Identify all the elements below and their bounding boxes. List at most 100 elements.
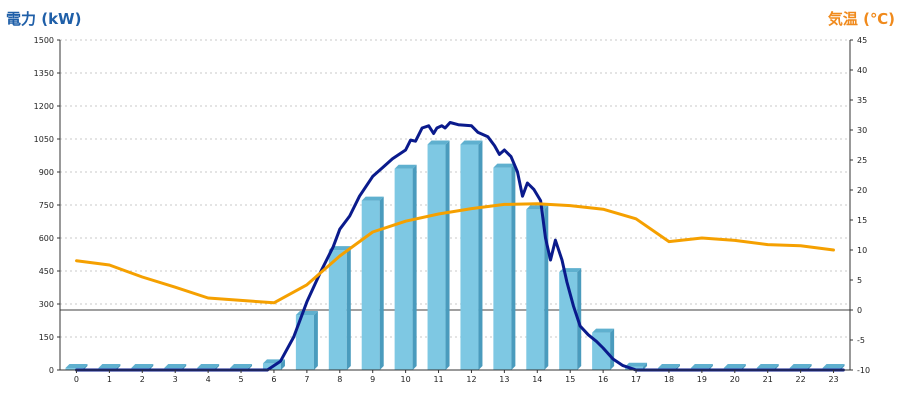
power-bar — [361, 196, 384, 370]
bar-top — [131, 364, 154, 368]
x-tick-label: 10 — [401, 375, 411, 384]
right-tick-label: -5 — [857, 336, 865, 345]
left-tick-label: 600 — [39, 234, 54, 243]
right-tick-label: -10 — [857, 366, 870, 375]
axes: 01503004506007509001050120013501500-10-5… — [34, 36, 870, 384]
left-tick-label: 0 — [49, 366, 54, 375]
x-tick-label: 22 — [796, 375, 806, 384]
bar-front — [493, 167, 512, 370]
power-bar — [493, 163, 516, 370]
bar-top — [65, 364, 88, 368]
bar-front — [526, 209, 545, 370]
left-tick-label: 450 — [39, 267, 54, 276]
power-bar — [427, 140, 450, 370]
x-tick-label: 18 — [664, 375, 674, 384]
right-tick-label: 45 — [857, 36, 867, 45]
bar-top — [493, 163, 516, 168]
right-tick-label: 10 — [857, 246, 867, 255]
bar-top — [460, 140, 483, 145]
x-tick-label: 12 — [466, 375, 476, 384]
left-tick-label: 1350 — [34, 69, 54, 78]
bar-side — [643, 362, 648, 370]
x-tick-label: 9 — [370, 375, 375, 384]
bar-front — [460, 144, 479, 370]
bar-side — [511, 163, 516, 370]
series-lines — [75, 121, 845, 372]
x-tick-label: 20 — [730, 375, 740, 384]
bar-side — [346, 246, 351, 370]
bar-front — [295, 315, 314, 370]
bar-side — [445, 140, 450, 370]
x-tick-label: 14 — [532, 375, 542, 384]
x-tick-label: 17 — [631, 375, 641, 384]
bar-front — [65, 368, 84, 370]
x-tick-label: 8 — [337, 375, 342, 384]
right-tick-label: 20 — [857, 186, 867, 195]
x-tick-label: 11 — [433, 375, 443, 384]
bar-side — [610, 328, 615, 370]
bar-front — [361, 200, 380, 370]
x-tick-label: 2 — [140, 375, 145, 384]
right-tick-label: 40 — [857, 66, 867, 75]
bar-side — [379, 196, 384, 370]
bar-front — [394, 168, 413, 370]
bar-side — [412, 164, 417, 370]
bar-front — [559, 272, 578, 370]
x-tick-label: 1 — [107, 375, 112, 384]
left-tick-label: 150 — [39, 333, 54, 342]
right-axis-title: 気温 (℃) — [828, 10, 895, 28]
right-tick-label: 5 — [857, 276, 862, 285]
bar-top — [361, 196, 384, 201]
bar-top — [822, 364, 845, 368]
bar-top — [394, 164, 417, 169]
right-tick-label: 0 — [857, 306, 862, 315]
x-tick-label: 23 — [828, 375, 838, 384]
power-bar — [460, 140, 483, 370]
right-tick-label: 15 — [857, 216, 867, 225]
x-tick-label: 0 — [74, 375, 79, 384]
x-tick-label: 13 — [499, 375, 509, 384]
bar-top — [592, 328, 615, 333]
left-tick-label: 1500 — [34, 36, 54, 45]
x-tick-label: 3 — [173, 375, 178, 384]
left-tick-label: 300 — [39, 300, 54, 309]
bar-top — [690, 364, 713, 368]
bar-top — [164, 364, 187, 368]
bar-top — [98, 364, 121, 368]
power-line — [75, 121, 845, 372]
power-bars — [65, 140, 845, 370]
left-tick-label: 1200 — [34, 102, 54, 111]
bar-top — [427, 140, 450, 145]
bar-front — [328, 250, 347, 370]
x-tick-label: 19 — [697, 375, 707, 384]
x-tick-label: 4 — [206, 375, 211, 384]
left-tick-label: 750 — [39, 201, 54, 210]
right-tick-label: 35 — [857, 96, 867, 105]
power-bar — [328, 246, 351, 370]
right-tick-label: 25 — [857, 156, 867, 165]
bar-top — [197, 364, 220, 368]
grid-lines — [60, 39, 850, 338]
bar-front — [427, 144, 446, 370]
x-tick-label: 7 — [304, 375, 309, 384]
bar-side — [478, 140, 483, 370]
bar-top — [657, 364, 680, 368]
x-tick-label: 5 — [238, 375, 243, 384]
left-axis-title: 電力 (kW) — [6, 10, 81, 28]
temperature-line — [75, 202, 835, 305]
x-tick-label: 6 — [271, 375, 276, 384]
bar-side — [280, 359, 285, 370]
bar-top — [756, 364, 779, 368]
bar-side — [313, 311, 318, 370]
bar-top — [230, 364, 253, 368]
left-tick-label: 1050 — [34, 135, 54, 144]
x-tick-label: 21 — [763, 375, 773, 384]
bar-top — [625, 362, 648, 367]
bar-top — [723, 364, 746, 368]
power-bar — [295, 311, 318, 370]
right-tick-label: 30 — [857, 126, 867, 135]
x-tick-label: 15 — [565, 375, 575, 384]
left-tick-label: 900 — [39, 168, 54, 177]
